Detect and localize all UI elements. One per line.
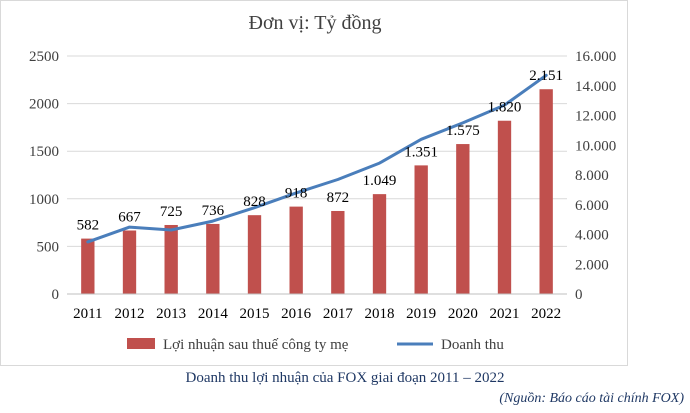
chart-frame: Đơn vị: Tỷ đồng 582 667 725 736 828 918 872 1.0… [0,0,628,366]
bar [247,215,262,294]
left-axis-tick-label: 1000 [29,192,59,208]
bar-data-label: 667 [118,210,141,226]
bar [164,224,178,294]
bar-data-label: 1.820 [488,100,522,116]
x-axis-tick-label: 2012 [115,306,145,322]
right-axis-tick-label: 6.000 [575,198,609,214]
x-axis-tick-label: 2017 [323,306,354,322]
bar-data-label: 1.351 [404,144,438,160]
right-axis-tick-label: 8.000 [575,168,609,184]
bar-data-label: 725 [160,204,183,220]
x-axis-tick-label: 2016 [281,306,312,322]
x-axis-tick-label: 2022 [531,306,561,322]
figure-source: (Nguồn: Báo cáo tài chính FOX) [499,391,684,406]
bar [289,206,303,294]
bar-data-label: 2.151 [529,68,563,84]
bar-data-label: 582 [77,218,100,234]
bar [456,144,470,294]
right-axis-tick-label: 0 [575,287,583,303]
bar [122,230,137,294]
bar [539,89,553,295]
x-axis-tick-label: 2015 [240,306,270,322]
figure-caption: Doanh thu lợi nhuận của FOX giai đoạn 20… [185,370,505,386]
bar-data-label: 736 [202,203,225,219]
bar [331,210,345,294]
chart-title: Đơn vị: Tỷ đồng [249,12,382,34]
bar [206,223,220,294]
x-axis-tick-label: 2019 [406,306,436,322]
legend-label-profit: Lợi nhuận sau thuế công ty mẹ [163,337,349,353]
bar [497,120,512,295]
x-axis-tick-label: 2011 [73,306,102,322]
bar-data-label: 1.049 [363,173,397,189]
bar-data-label: 1.575 [446,123,480,139]
bar-data-label: 872 [327,190,350,206]
bar [81,238,95,294]
legend-swatch-profit [127,338,155,349]
x-axis-tick-label: 2014 [198,306,229,322]
x-axis-tick-label: 2020 [448,306,478,322]
bar [372,194,387,294]
left-axis-tick-label: 500 [37,239,60,255]
x-axis-tick-label: 2018 [365,306,395,322]
bar [414,165,428,294]
right-axis-tick-label: 10.000 [575,138,616,154]
left-axis-tick-label: 2500 [29,49,59,65]
x-axis-tick-label: 2021 [490,306,520,322]
x-axis-tick-label: 2013 [156,306,186,322]
right-axis-tick-label: 14.000 [575,79,616,95]
chart-svg: Đơn vị: Tỷ đồng 582 667 725 736 828 918 872 1.0… [29,12,616,353]
bar-data-label: 828 [243,194,266,210]
right-axis-tick-label: 2.000 [575,257,609,273]
legend-label-revenue: Doanh thu [441,337,504,353]
right-axis-tick-label: 16.000 [575,49,616,65]
left-axis-tick-label: 0 [52,287,60,303]
right-axis-tick-label: 12.000 [575,109,616,125]
left-axis-tick-label: 1500 [29,144,59,160]
revenue-line [86,73,548,244]
right-axis-tick-label: 4.000 [575,228,609,244]
bar-data-label: 918 [285,186,308,202]
left-axis-tick-label: 2000 [29,97,59,113]
